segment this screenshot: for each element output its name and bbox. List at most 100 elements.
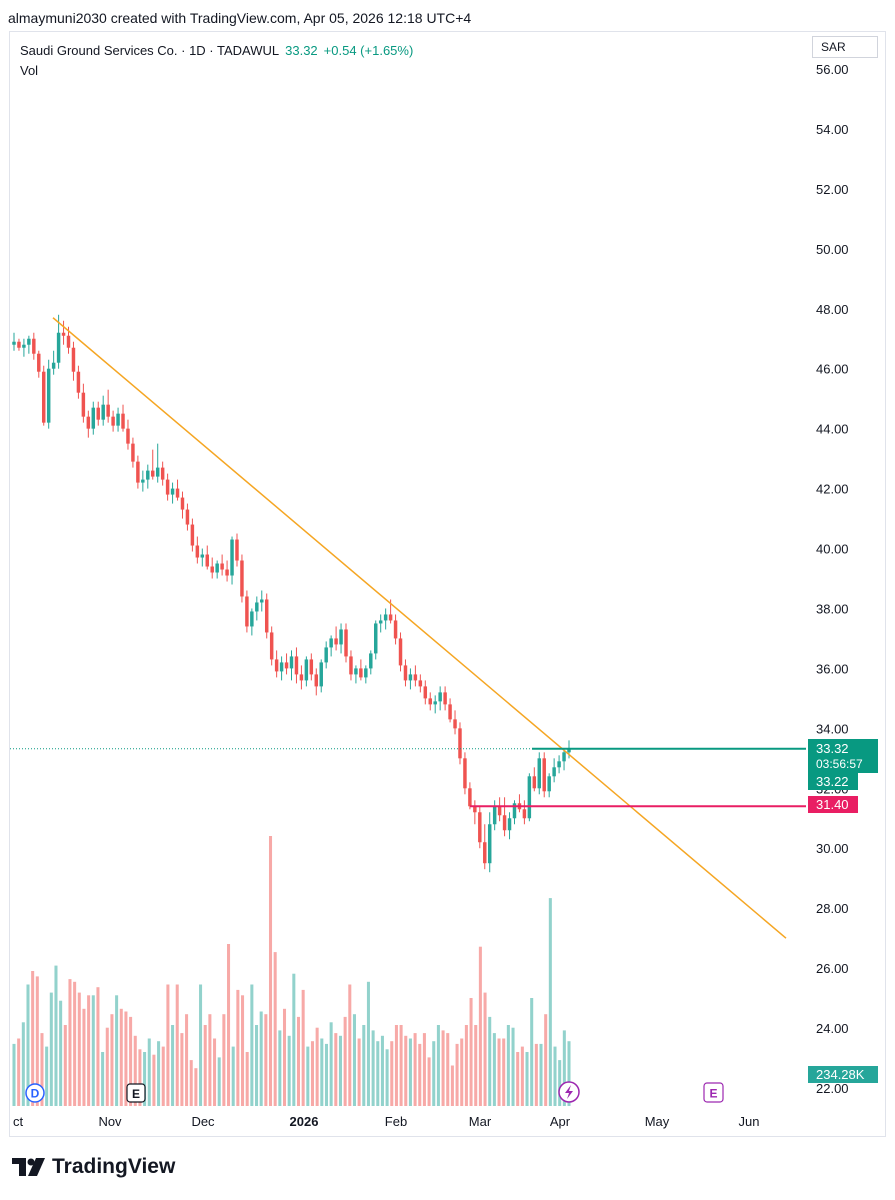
candle-body [502,815,507,831]
candle-body [71,347,76,372]
candle-body [32,338,36,354]
volume-bar [525,1052,529,1106]
candle-body [383,614,388,621]
dividend-marker[interactable]: D [25,1083,45,1103]
volume-bar [26,984,30,1106]
y-tick-label: 38.00 [816,601,849,616]
candle-body [369,653,373,669]
candle-body [200,554,205,558]
volume-bar [296,1016,301,1106]
currency-button[interactable]: SAR [812,36,878,58]
volume-bar [394,1025,398,1106]
volume-bar [91,995,95,1106]
candle-body [106,404,110,417]
candle-body [423,686,428,699]
volume-bar [161,1046,165,1106]
y-tick-label: 34.00 [816,721,849,736]
volume-bar [255,1025,259,1106]
candle-body [349,656,353,675]
volume-bar [422,1033,426,1106]
volume-bar [329,1022,333,1106]
y-tick-label: 46.00 [816,362,849,377]
volume-bar [292,973,296,1106]
candle-body [468,788,472,807]
candle-body [329,638,333,648]
y-tick-label: 52.00 [816,182,849,197]
y-tick-label: 48.00 [816,302,849,317]
volume-bar [208,1014,212,1106]
volume-bar [553,1046,557,1106]
volume-bar [199,984,203,1106]
volume-bar [497,1038,501,1106]
volume-label[interactable]: Vol [20,62,39,78]
candle-body [61,332,66,336]
x-tick-label: Dec [191,1114,215,1129]
volume-bar [250,984,254,1106]
candle-body [264,599,269,633]
candles [12,314,571,873]
candle-body [378,620,383,624]
candle-body [487,824,492,864]
volume-bar [264,1014,268,1106]
volume-bar [338,1035,342,1106]
candle-body [220,563,224,570]
symbol-label[interactable]: Saudi Ground Services Co. · 1D · TADAWUL [20,42,280,58]
candle-body [567,748,571,753]
candle-body [51,362,56,369]
volume-bar [567,1041,571,1106]
future-earnings-marker-label: E [709,1087,717,1101]
candle-body [443,692,447,705]
candle-body [195,545,200,558]
volume-bar [320,1038,324,1106]
volume-bar [306,1046,310,1106]
volume-bar [376,1041,380,1106]
candle-body [146,470,150,480]
candle-body [537,758,542,789]
y-tick-label: 40.00 [816,542,849,557]
candle-body [210,566,214,573]
volume-bar [450,1065,454,1106]
candle-body [547,776,551,792]
volume-bar [287,1035,291,1106]
volume-bar [133,1035,137,1106]
volume-bar [408,1038,412,1106]
volume-bar [502,1038,506,1106]
y-tick-label: 30.00 [816,841,849,856]
lightning-event-icon[interactable] [558,1081,580,1103]
volume-bar [455,1043,459,1106]
volume-bar [562,1030,566,1106]
candle-body [215,563,219,573]
candle-body [151,470,155,477]
candle-body [131,443,135,462]
volume-bar [241,995,245,1106]
candle-body [334,638,338,645]
earnings-marker[interactable]: E [126,1083,146,1103]
volume-bar [362,1025,366,1106]
future-earnings-marker[interactable]: E [703,1082,724,1103]
volume-bar [516,1052,520,1106]
candle-body [294,656,299,675]
candle-body [76,371,81,393]
x-tick-label: Feb [385,1114,407,1129]
volume-bar [35,976,39,1106]
candle-body [324,647,328,663]
candle-body [165,479,170,495]
candle-body [56,332,61,363]
volume-bar [413,1033,417,1106]
volume-bar [478,946,482,1106]
candle-body [398,638,403,666]
volume-bar [385,1049,389,1106]
volume-bar [180,1033,184,1106]
volume-bar [548,898,552,1106]
candle-body [250,611,254,627]
volume-bar [87,995,91,1106]
candle-body [185,509,190,525]
volume-bar [483,992,487,1106]
volume-bar [301,989,305,1106]
y-tick-label: 50.00 [816,242,849,257]
volume-bar [273,952,277,1106]
volume-bar [59,1000,63,1106]
earnings-marker-label: E [132,1087,140,1101]
y-tick-label: 22.00 [816,1081,849,1096]
